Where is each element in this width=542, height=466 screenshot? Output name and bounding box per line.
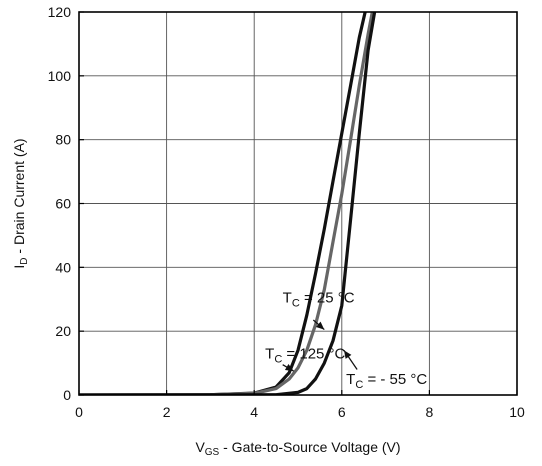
series-label-2: TC = - 55 °C [346, 371, 427, 391]
x-axis-label-sub: GS [205, 447, 220, 458]
y-tick-label-3: 60 [55, 196, 71, 212]
x-axis-label-main: V [195, 439, 205, 455]
series-line-1 [79, 12, 374, 395]
series-line-0 [79, 12, 367, 395]
x-tick-label-1: 2 [163, 404, 171, 420]
x-axis-label-rest: - Gate-to-Source Voltage (V) [219, 439, 400, 455]
x-tick-label-0: 0 [75, 404, 83, 420]
y-axis-label-rest: - Drain Current (A) [11, 138, 27, 257]
x-axis-label: VGS - Gate-to-Source Voltage (V) [195, 439, 400, 458]
series-label-0: TC = 25 °C [283, 289, 355, 309]
annotations: TC = 25 °C TC = 125 °CTC = - 55 °C [265, 289, 427, 390]
y-tick-label-5: 100 [48, 68, 72, 84]
series-label-1: TC = 125 °C [265, 345, 345, 365]
y-axis-label-main: I [11, 265, 27, 269]
grid-lines [79, 12, 517, 395]
y-tick-label-0: 0 [63, 387, 71, 403]
x-tick-label-5: 10 [509, 404, 525, 420]
annotation-arrowhead-0 [315, 321, 325, 330]
annotation-arrowhead-2 [343, 350, 352, 359]
series-lines [79, 12, 377, 395]
y-tick-label-4: 80 [55, 132, 71, 148]
y-axis-label-sub: D [19, 257, 30, 264]
series-line-2 [79, 12, 377, 395]
x-tick-label-2: 4 [250, 404, 258, 420]
annotation-arrowhead-1 [284, 364, 294, 372]
x-tick-label-4: 8 [426, 404, 434, 420]
y-tick-label-6: 120 [48, 4, 72, 20]
y-tick-label-2: 40 [55, 259, 71, 275]
y-tick-label-1: 20 [55, 323, 71, 339]
x-tick-label-3: 6 [338, 404, 346, 420]
y-axis-label: ID - Drain Current (A) [11, 138, 30, 268]
